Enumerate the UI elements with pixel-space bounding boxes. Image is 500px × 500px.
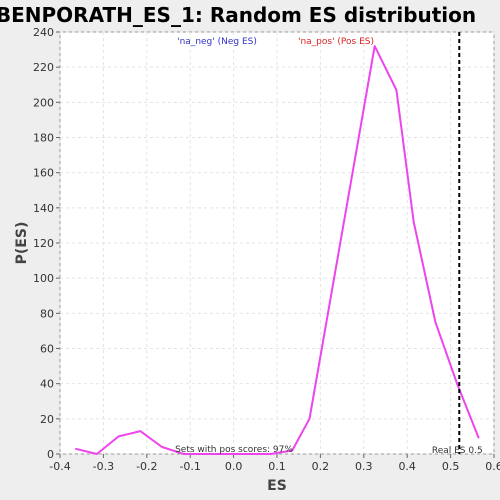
x-tick-label: -0.2 (136, 460, 157, 473)
x-tick-label: 0.5 (442, 460, 460, 473)
x-tick-label: 0.2 (312, 460, 330, 473)
y-tick-label: 40 (40, 378, 54, 391)
legend-entry-neg: 'na_neg' (Neg ES) (177, 37, 257, 47)
x-tick-label: 0.0 (225, 460, 243, 473)
y-tick-label: 160 (33, 167, 54, 180)
real-es-label: Real ES 0.5 (432, 446, 483, 456)
y-tick-label: 220 (33, 61, 54, 74)
x-tick-label: -0.3 (93, 460, 114, 473)
y-tick-label: 120 (33, 237, 54, 250)
x-axis-label: ES (267, 478, 287, 494)
y-axis-label: P(ES) (14, 222, 30, 265)
x-tick-label: -0.1 (179, 460, 200, 473)
x-tick-label: 0.1 (268, 460, 286, 473)
x-tick-label: 0.3 (355, 460, 373, 473)
y-tick-label: 140 (33, 202, 54, 215)
x-tick-label: 0.6 (485, 460, 500, 473)
x-tick-label: 0.4 (398, 460, 416, 473)
y-tick-label: 240 (33, 26, 54, 39)
y-tick-label: 80 (40, 307, 54, 320)
x-tick-label: -0.4 (49, 460, 70, 473)
x-axis: -0.4 -0.3 -0.2 -0.1 0.0 0.1 0.2 0.3 0.4 0.5 0.6 (49, 454, 500, 473)
chart-title: BENPORATH_ES_1: Random ES distribution (0, 3, 476, 27)
y-tick-label: 200 (33, 96, 54, 109)
y-tick-label: 100 (33, 272, 54, 285)
y-tick-label: 20 (40, 413, 54, 426)
y-axis: 0 20 40 60 80 100 120 140 160 180 200 220 240 (33, 26, 60, 461)
pos-scores-annotation: Sets with pos scores: 97% (175, 445, 293, 455)
y-tick-label: 0 (47, 448, 54, 461)
y-tick-label: 180 (33, 132, 54, 145)
legend-entry-pos: 'na_pos' (Pos ES) (298, 37, 374, 47)
plot-area: -0.4 -0.3 -0.2 -0.1 0.0 0.1 0.2 0.3 0.4 0.5 0.6 0 2… (33, 26, 500, 473)
y-tick-label: 60 (40, 343, 54, 356)
